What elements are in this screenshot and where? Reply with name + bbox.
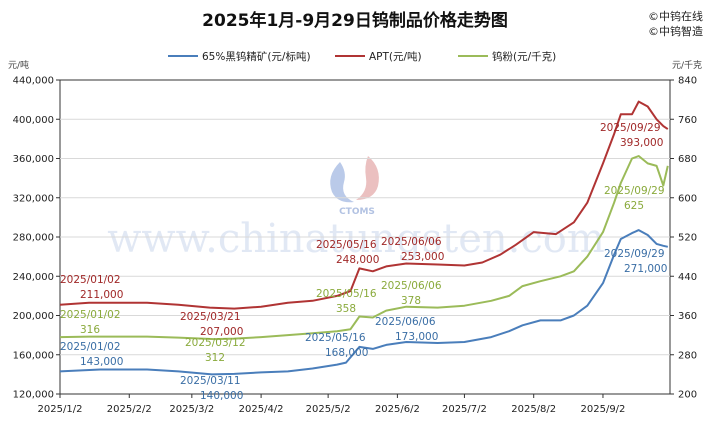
- annotation-value: 173,000: [395, 331, 438, 343]
- annotation-value: 312: [205, 352, 225, 364]
- y-right-unit: 元/千克: [672, 60, 702, 71]
- x-tick-label: 2025/3/2: [169, 404, 214, 415]
- annotation-date: 2025/09/29: [604, 248, 665, 260]
- ctoms-logo: [330, 156, 379, 203]
- x-tick-label: 2025/6/2: [375, 404, 420, 415]
- y-right-tick-label: 760: [678, 115, 697, 126]
- plot-area: 440,000 840 400,000 760 360,000 680 320,000 600…: [8, 50, 702, 415]
- annotation-value: 211,000: [80, 289, 123, 301]
- annotation-value: 207,000: [200, 326, 243, 338]
- annotation-value: 143,000: [80, 356, 123, 368]
- y-left-tick-label: 440,000: [13, 76, 54, 87]
- annotation-value: 378: [401, 295, 421, 307]
- y-left-tick-label: 280,000: [13, 233, 54, 244]
- y-right-tick-label: 440: [678, 272, 697, 283]
- y-left-tick-label: 400,000: [13, 115, 54, 126]
- annotation-value: 271,000: [624, 263, 667, 275]
- annotation-date: 2025/05/16: [316, 239, 377, 251]
- annotation-value: 140,000: [200, 390, 243, 402]
- brand-label-1: ©中钨在线: [648, 9, 703, 23]
- annotation-date: 2025/03/12: [185, 337, 246, 349]
- annotation-date: 2025/01/02: [60, 274, 121, 286]
- watermark-logo-text: CTOMS: [339, 207, 375, 217]
- x-tick-label: 2025/7/2: [442, 404, 487, 415]
- y-right-tick-label: 360: [678, 311, 697, 322]
- watermark: CTOMS www.chinatungsten.com: [107, 156, 605, 262]
- annotation-date: 2025/09/29: [604, 185, 665, 197]
- series-line-1: [59, 100, 669, 310]
- x-tick-label: 2025/1/2: [38, 404, 83, 415]
- annotation-date: 2025/05/16: [316, 288, 377, 300]
- series-line-0: [59, 229, 669, 376]
- legend-label-2: 钨粉(元/千克): [492, 50, 556, 63]
- y-left-tick-label: 360,000: [13, 154, 54, 165]
- legend-label-1: APT(元/吨): [369, 50, 422, 63]
- y-right-tick-label: 680: [678, 154, 697, 165]
- y-left-tick-label: 320,000: [13, 193, 54, 204]
- y-left-tick-label: 240,000: [13, 272, 54, 283]
- annotation-value: 248,000: [336, 254, 379, 266]
- y-right-tick-label: 840: [678, 76, 697, 87]
- annotation-value: 168,000: [325, 347, 368, 359]
- annotation-date: 2025/06/06: [381, 280, 442, 292]
- annotation-date: 2025/06/06: [375, 316, 436, 328]
- annotation-value: 625: [624, 200, 644, 212]
- annotation-date: 2025/05/16: [305, 332, 366, 344]
- x-tick-label: 2025/5/2: [306, 404, 351, 415]
- y-right-tick-label: 600: [678, 193, 697, 204]
- y-left-unit: 元/吨: [8, 59, 29, 71]
- annotation-date: 2025/01/02: [60, 341, 121, 353]
- x-tick-label: 2025/2/2: [107, 404, 152, 415]
- y-left-tick-label: 160,000: [13, 350, 54, 361]
- y-right-tick-label: 280: [678, 350, 697, 361]
- y-left-tick-label: 120,000: [13, 390, 54, 401]
- legend-label-0: 65%黑钨精矿(元/标吨): [202, 50, 311, 63]
- y-right-tick-label: 520: [678, 233, 697, 244]
- chart-title: 2025年1月-9月29日钨制品价格走势图: [202, 10, 508, 31]
- series-line-2: [59, 155, 669, 341]
- annotation-value: 316: [80, 324, 100, 336]
- x-tick-label: 2025/4/2: [239, 404, 284, 415]
- brand-label-2: ©中钨智造: [648, 24, 703, 38]
- annotation-date: 2025/03/21: [180, 311, 241, 323]
- x-tick-label: 2025/8/2: [511, 404, 556, 415]
- annotation-value: 253,000: [401, 251, 444, 263]
- annotation-date: 2025/01/02: [60, 309, 121, 321]
- x-tick-label: 2025/9/2: [581, 404, 626, 415]
- annotation-date: 2025/03/11: [180, 375, 241, 387]
- y-right-tick-label: 200: [678, 390, 697, 401]
- y-left-tick-label: 200,000: [13, 311, 54, 322]
- annotation-date: 2025/09/29: [600, 122, 661, 134]
- annotation-value: 393,000: [620, 137, 663, 149]
- annotation-value: 358: [336, 303, 356, 315]
- annotation-date: 2025/06/06: [381, 236, 442, 248]
- watermark-url: www.chinatungsten.com: [107, 216, 605, 262]
